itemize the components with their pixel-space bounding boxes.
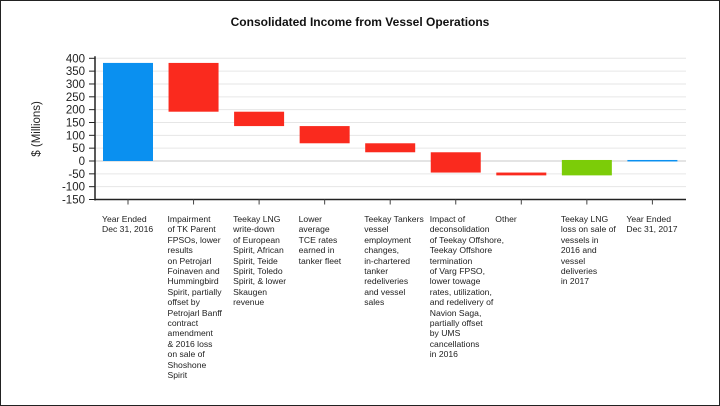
category-label-line: Teekay Offshore (429, 245, 493, 256)
category-label-line: Spirit, Toledo (233, 266, 283, 277)
category-label: Year Ended Dec 31, 2017 (626, 214, 677, 235)
category-label: Impairment of TK Parent FPSOs, lower result… (168, 214, 222, 381)
bar-decrease (299, 126, 350, 144)
bar-decrease (168, 62, 219, 112)
category-label-line: 2016 and (560, 245, 597, 256)
bar-total (103, 62, 153, 161)
category-label-line: by UMS (429, 328, 461, 339)
category-label-line: termination (429, 255, 473, 266)
y-tick-label: 300 (66, 79, 85, 91)
category-label-line: on Petrojarl (167, 255, 212, 266)
category-label: Impact of deconsolidation of Teekay Offsho… (430, 214, 504, 360)
category-label: Teekay LNG write-down of European Spirit, A… (233, 214, 286, 308)
category-label-line: Impact of (429, 214, 466, 224)
category-label-line: vessel (364, 224, 389, 235)
y-tick-label: -100 (62, 182, 85, 194)
category-label-line: lower towage (429, 276, 481, 287)
category-label-line: tanker (364, 266, 389, 277)
category-label-line: Teekay LNG (560, 214, 609, 224)
category-label-line: changes, (364, 245, 400, 256)
category-label-line: rates, utilization, (429, 286, 492, 297)
category-label-line: Spirit, partially (167, 286, 222, 297)
category-label-line: sales (364, 297, 385, 308)
category-label: Teekay LNG loss on sale of vessels in 2016 … (561, 214, 616, 287)
category-label-line: tanker fleet (298, 255, 342, 266)
category-label-line: employment (364, 234, 411, 245)
y-tick-label: 200 (66, 105, 85, 117)
category-label-line: Dec 31, 2017 (626, 224, 678, 235)
y-tick-label: 150 (66, 117, 85, 129)
category-label-line: Lower (298, 214, 323, 224)
category-label-line: Petrojarl Banff (167, 307, 222, 318)
category-label: Teekay Tankers vessel employment changes, in… (364, 214, 424, 308)
y-tick-label: 0 (79, 156, 85, 168)
bar-decrease (365, 143, 416, 153)
category-label-line: amendment (167, 328, 213, 339)
category-label-line: revenue (233, 297, 265, 308)
category-label-line: contract (167, 318, 199, 329)
bar-decrease (234, 111, 285, 127)
category-label: Lower average TCE rates earned in tanker fle… (299, 214, 342, 266)
category-label-line: write-down (233, 224, 275, 235)
category-label-line: partially offset (429, 318, 483, 329)
category-label-line: loss on sale of (560, 224, 616, 235)
y-tick-label: 400 (66, 53, 85, 65)
category-label-line: deliveries (560, 266, 598, 277)
category-label-line: on sale of (167, 349, 205, 360)
y-axis-title: $ (Millions) (31, 101, 43, 157)
category-label-line: vessel (560, 255, 586, 266)
category-label-line: of European (233, 234, 280, 245)
y-tick-label: -50 (68, 169, 85, 181)
category-label-line: Skaugen (233, 286, 268, 297)
category-label-line: average (298, 224, 330, 235)
category-label-line: Shoshone (167, 359, 207, 370)
category-label-line: and vessel (364, 286, 406, 297)
bar-total (627, 159, 678, 162)
category-label-line: & 2016 loss (167, 338, 213, 349)
category-label-line: vessels in (560, 234, 599, 245)
category-label-line: in 2016 (429, 349, 458, 360)
category-label-line: Impairment (167, 214, 211, 224)
category-label-line: Teekay Tankers (364, 214, 424, 224)
bar-increase (561, 159, 612, 176)
category-label-line: of Teekay Offshore, (429, 234, 504, 245)
category-label-line: Teekay LNG (233, 214, 281, 224)
category-label-line: in-chartered (364, 255, 411, 266)
category-label-line: Foinaven and (167, 266, 220, 277)
chart-title: Consolidated Income from Vessel Operatio… (230, 15, 490, 29)
category-label-line: of TK Parent (167, 224, 216, 235)
category-label-line: Spirit, & lower (233, 276, 287, 287)
category-label: Year Ended Dec 31, 2016 (102, 214, 153, 235)
bar-decrease (496, 172, 547, 176)
category-label-line: Other (495, 214, 517, 224)
category-label-line: Year Ended (102, 214, 147, 224)
category-label-line: Navion Saga, (429, 307, 482, 318)
category-label-line: results (167, 245, 193, 256)
category-label-line: redeliveries (364, 276, 409, 287)
bar-decrease (430, 152, 481, 173)
category-label-line: Spirit, Teide (233, 255, 278, 266)
category-label-line: cancellations (429, 338, 480, 349)
category-label-line: Year Ended (626, 214, 671, 224)
category-label-line: deconsolidation (429, 224, 490, 235)
y-tick-label: 350 (66, 66, 85, 78)
category-label-line: FPSOs, lower (167, 234, 221, 245)
category-label-line: TCE rates (298, 234, 338, 245)
y-tick-label: -150 (62, 195, 85, 207)
category-label-line: Dec 31, 2016 (102, 224, 154, 235)
y-tick-label: 100 (66, 130, 85, 142)
category-label-line: earned in (298, 245, 335, 256)
category-label-line: Hummingbird (167, 276, 219, 287)
y-tick-label: 250 (66, 92, 85, 104)
category-label: Other (495, 214, 517, 224)
category-label-line: offset by (167, 297, 200, 308)
category-label-line: Spirit (167, 370, 188, 381)
category-label-line: of Varg FPSO, (429, 266, 485, 277)
category-label-line: in 2017 (560, 276, 590, 287)
y-tick-label: 50 (72, 143, 85, 155)
category-label-line: Spirit, African (233, 245, 284, 256)
category-label-line: and redelivery of (429, 297, 494, 308)
